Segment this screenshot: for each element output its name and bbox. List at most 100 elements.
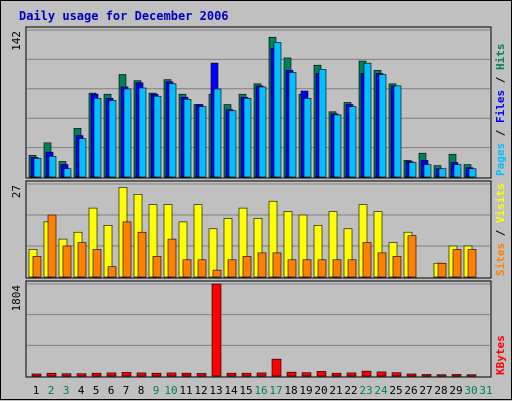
- kbytes-bar: [76, 373, 87, 377]
- day-label: 28: [434, 384, 447, 397]
- day-label: 19: [299, 384, 312, 397]
- day-label: 7: [123, 384, 130, 397]
- kbytes-ymax-label: 1804: [10, 285, 23, 312]
- day-label: 17: [269, 384, 282, 397]
- sites-bar: [197, 259, 207, 278]
- visits-bar: [208, 228, 218, 278]
- kbytes-bar: [361, 370, 372, 377]
- sites-bar: [242, 256, 252, 278]
- day-label: 29: [449, 384, 462, 397]
- day-label: 20: [314, 384, 327, 397]
- sites-bar: [62, 245, 72, 278]
- pages-bar: [438, 168, 447, 178]
- chart-panels: 142 Pages / Files / Hits 27 Sites / Visits 1…: [10, 26, 507, 378]
- day-label: 5: [93, 384, 100, 397]
- sites-bar: [347, 259, 357, 278]
- pages-bar: [423, 164, 432, 178]
- pages-bar: [348, 106, 357, 178]
- kbytes-bar: [421, 374, 432, 377]
- day-label: 1: [33, 384, 40, 397]
- kbytes-bar: [31, 373, 42, 377]
- visits-sites-legend-label: Sites / Visits: [494, 183, 507, 276]
- kbytes-bar: [301, 372, 312, 377]
- kbytes-legend-text: KBytes: [494, 335, 507, 375]
- day-label: 21: [329, 384, 342, 397]
- sites-bar: [407, 235, 417, 278]
- pages-bar: [33, 158, 42, 178]
- files-legend-text: Files: [494, 90, 507, 123]
- sites-bar: [332, 259, 342, 278]
- kbytes-bar: [331, 372, 342, 377]
- pages-bar: [318, 69, 327, 178]
- day-label: 10: [164, 384, 177, 397]
- pages-bar: [93, 98, 102, 178]
- kbytes-bar: [241, 372, 252, 377]
- chart-title: Daily usage for December 2006: [19, 9, 229, 23]
- kbytes-panel: 1804 KBytes: [10, 280, 507, 378]
- pages-bar: [363, 62, 372, 178]
- day-label: 22: [344, 384, 357, 397]
- sites-bar: [212, 269, 222, 278]
- pages-bar: [468, 168, 477, 178]
- sites-bar: [317, 259, 327, 278]
- kbytes-bar: [391, 372, 402, 377]
- sites-bar: [32, 256, 42, 278]
- sites-bar: [227, 259, 237, 278]
- pages-bar: [333, 114, 342, 178]
- sites-bar: [47, 214, 57, 278]
- pages-bar: [123, 88, 132, 178]
- kbytes-bar: [106, 372, 117, 377]
- day-labels: 1 2 3 4 5 6 7 8 9 10 11 12 13 14 15 16 17 18 19 20 21 22 23 24 2…: [33, 384, 493, 397]
- sites-bar: [377, 252, 387, 278]
- day-label: 18: [284, 384, 297, 397]
- day-label: 6: [108, 384, 115, 397]
- pages-legend-text: Pages: [494, 143, 507, 176]
- kbytes-bar: [286, 371, 297, 377]
- day-label: 24: [374, 384, 388, 397]
- hits-files-pages-legend-label: Pages / Files / Hits: [494, 44, 507, 177]
- sites-bar: [272, 252, 282, 278]
- day-label: 27: [419, 384, 432, 397]
- pages-bar: [288, 72, 297, 178]
- day-label: 11: [179, 384, 192, 397]
- sites-bar: [122, 221, 132, 278]
- day-label: 31: [479, 384, 492, 397]
- kbytes-bar: [316, 371, 327, 377]
- sites-bar: [107, 266, 117, 278]
- kbytes-bar: [346, 372, 357, 377]
- kbytes-bar: [376, 371, 387, 377]
- day-label: 16: [254, 384, 267, 397]
- day-label: 8: [138, 384, 145, 397]
- pages-bar: [198, 106, 207, 178]
- kbytes-bar: [121, 372, 132, 377]
- sites-bar: [302, 259, 312, 278]
- pages-bar: [183, 99, 192, 178]
- sites-bar: [257, 252, 267, 278]
- day-label: 2: [48, 384, 55, 397]
- sites-bar: [152, 256, 162, 278]
- pages-bar: [408, 162, 417, 178]
- pages-bar: [303, 98, 312, 178]
- sites-legend-text: Sites: [494, 243, 507, 276]
- legend-separator: /: [494, 70, 507, 90]
- kbytes-bar: [436, 374, 447, 377]
- kbytes-bar: [271, 358, 282, 377]
- sites-bar: [77, 242, 87, 278]
- pages-bar: [138, 87, 147, 178]
- legend-separator: /: [494, 123, 507, 143]
- day-label: 3: [63, 384, 70, 397]
- sites-bar: [392, 256, 402, 278]
- day-label: 13: [209, 384, 222, 397]
- kbytes-bar: [451, 374, 462, 377]
- sites-bar: [452, 249, 462, 278]
- pages-bar: [453, 164, 462, 178]
- pages-bar: [153, 95, 162, 178]
- sites-bar: [467, 249, 477, 278]
- legend-separator: /: [494, 223, 507, 243]
- sites-bar: [287, 259, 297, 278]
- visits-legend-text: Visits: [494, 183, 507, 223]
- kbytes-bar: [151, 372, 162, 377]
- pages-bar: [273, 42, 282, 178]
- kbytes-bar: [256, 372, 267, 377]
- kbytes-bar: [46, 372, 57, 377]
